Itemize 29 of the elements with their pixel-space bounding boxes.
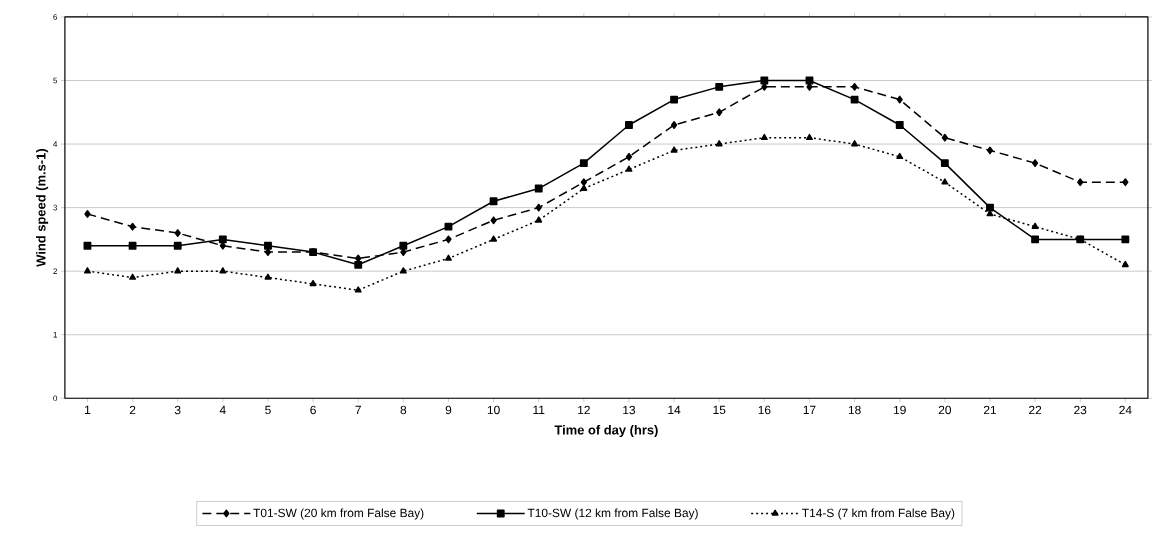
- x-tick-label: 23: [1074, 405, 1087, 415]
- x-tick-label: 14: [668, 405, 681, 414]
- legend-label: T10-SW (12 km from False Bay): [527, 508, 698, 520]
- x-tick-label: 6: [310, 405, 316, 415]
- x-tick-label: 4: [219, 405, 226, 414]
- x-tick-label: 7: [355, 405, 361, 414]
- x-tick-label: 15: [713, 405, 726, 415]
- x-tick-label: 16: [758, 405, 771, 415]
- x-tick-label: 11: [533, 405, 545, 414]
- x-tick-label: 5: [265, 405, 271, 415]
- x-tick-label: 18: [848, 405, 861, 415]
- x-tick-label: 3: [174, 405, 181, 415]
- x-tick-label: 9: [445, 405, 452, 415]
- y-axis-title: Wind speed (m.s-1): [36, 149, 49, 267]
- x-tick-label: 24: [1119, 405, 1132, 415]
- x-tick-label: 20: [938, 405, 952, 415]
- x-tick-label: 19: [893, 405, 906, 415]
- x-tick-label: 13: [623, 405, 636, 415]
- x-axis-title: Time of day (hrs): [554, 425, 658, 438]
- x-tick-label: 2: [129, 405, 136, 415]
- x-tick-label: 8: [400, 405, 407, 415]
- legend-label: T14-S (7 km from False Bay): [802, 508, 955, 520]
- x-tick-label: 10: [487, 405, 500, 415]
- x-tick-label: 1: [85, 405, 91, 414]
- x-tick-label: 17: [803, 405, 816, 414]
- legend-label: T01-SW (20 km from False Bay): [253, 508, 424, 520]
- x-tick-label: 12: [578, 405, 590, 415]
- x-tick-label: 21: [983, 405, 997, 415]
- x-tick-label: 22: [1029, 405, 1042, 415]
